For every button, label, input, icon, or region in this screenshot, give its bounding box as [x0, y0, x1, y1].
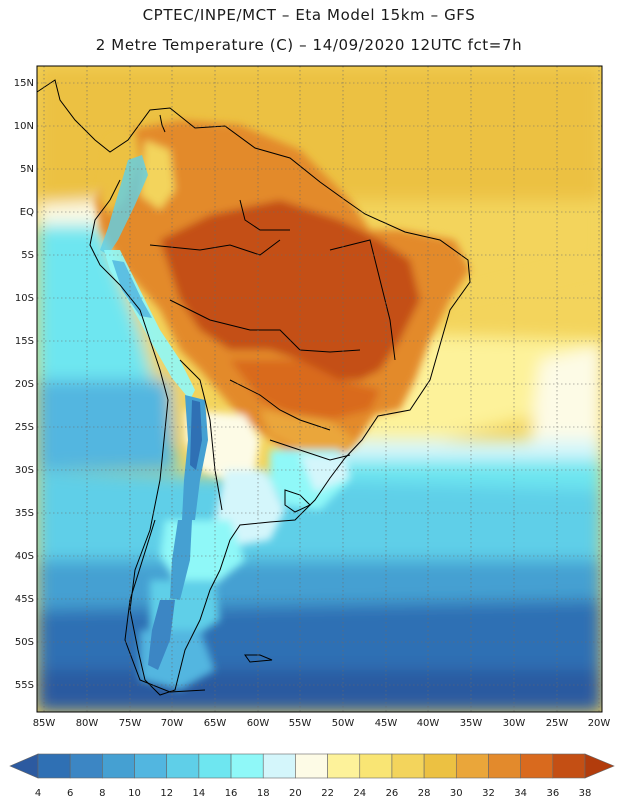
lat-label: 10S: [15, 293, 34, 304]
colorbar-label: 26: [386, 788, 399, 799]
lat-label: 15N: [14, 78, 34, 89]
map-title-line-2: 2 Metre Temperature (C) – 14/09/2020 12U…: [95, 36, 523, 54]
colorbar-cell: [520, 753, 554, 779]
lat-label: EQ: [20, 207, 34, 218]
lat-label: 15S: [15, 336, 34, 347]
colorbar-cell: [423, 753, 457, 779]
colorbar-label: 10: [128, 788, 141, 799]
lon-label: 50W: [332, 718, 355, 729]
colorbar-cell: [488, 753, 521, 779]
colorbar-label: 20: [289, 788, 302, 799]
map-title-line-1: CPTEC/INPE/MCT – Eta Model 15km – GFS: [142, 6, 476, 24]
lon-label: 55W: [289, 718, 312, 729]
lat-label: 30S: [15, 465, 34, 476]
lat-label: 20S: [15, 379, 34, 390]
colorbar-cell: [198, 753, 232, 779]
lon-label: 25W: [546, 718, 569, 729]
colorbar-label: 22: [321, 788, 334, 799]
colorbar-label: 6: [67, 788, 73, 799]
lat-label: 35S: [15, 508, 34, 519]
lon-label: 85W: [33, 718, 56, 729]
map-frame: [36, 65, 603, 713]
colorbar-cell: [102, 753, 135, 779]
colorbar-cell: [37, 753, 71, 779]
coastlines: [36, 79, 471, 696]
lon-label: 70W: [161, 718, 184, 729]
colorbar-cell: [69, 753, 103, 779]
colorbar-cell: [295, 753, 328, 779]
colorbar-label: 24: [353, 788, 366, 799]
colorbar-cell: [166, 753, 200, 779]
colorbar-label: 34: [514, 788, 527, 799]
colorbar-label: 12: [160, 788, 173, 799]
colorbar-cell: [552, 753, 586, 779]
colorbar-label: 30: [450, 788, 463, 799]
lon-label: 40W: [417, 718, 440, 729]
lat-label: 45S: [15, 594, 34, 605]
colorbar-arrow-high: [584, 753, 615, 779]
lat-label: 5S: [21, 250, 34, 261]
colorbar-cell: [359, 753, 393, 779]
lat-label: 5N: [20, 164, 34, 175]
colorbar-label: 16: [225, 788, 238, 799]
colorbar-label: 8: [99, 788, 105, 799]
lat-label: 25S: [15, 422, 34, 433]
longitude-labels: 85W 80W 75W 70W 65W 60W 55W 50W 45W 40W …: [33, 718, 611, 729]
lat-label: 40S: [15, 551, 34, 562]
colorbar-arrow-low: [9, 753, 39, 779]
lon-label: 35W: [460, 718, 483, 729]
lon-label: 75W: [119, 718, 142, 729]
colorbar-label: 14: [193, 788, 206, 799]
lon-label: 30W: [503, 718, 526, 729]
colorbar-label: 18: [257, 788, 270, 799]
temperature-field: [37, 66, 602, 712]
latitude-labels: 15N 10N 5N EQ 5S 10S 15S 20S 25S 30S 35S…: [14, 78, 34, 691]
colorbar-cell: [230, 753, 264, 779]
colorbar-label: 38: [579, 788, 592, 799]
lon-label: 20W: [588, 718, 611, 729]
colorbar-label: 28: [418, 788, 431, 799]
colorbar-cell: [134, 753, 168, 779]
lat-label: 10N: [14, 121, 34, 132]
lon-label: 45W: [375, 718, 398, 729]
lon-label: 80W: [76, 718, 99, 729]
lon-label: 60W: [247, 718, 270, 729]
colorbar: 4 6 8 10 12 14 16 18 20 22 24 26 28 30 32 34 36 38: [9, 753, 615, 799]
colorbar-cell: [262, 753, 296, 779]
colorbar-label: 36: [546, 788, 559, 799]
colorbar-cell: [455, 753, 489, 779]
colorbar-cell: [391, 753, 425, 779]
colorbar-cell: [327, 753, 361, 779]
lat-label: 50S: [15, 637, 34, 648]
colorbar-label: 32: [482, 788, 495, 799]
lat-label: 55S: [15, 680, 34, 691]
colorbar-label: 4: [35, 788, 41, 799]
lon-label: 65W: [204, 718, 227, 729]
